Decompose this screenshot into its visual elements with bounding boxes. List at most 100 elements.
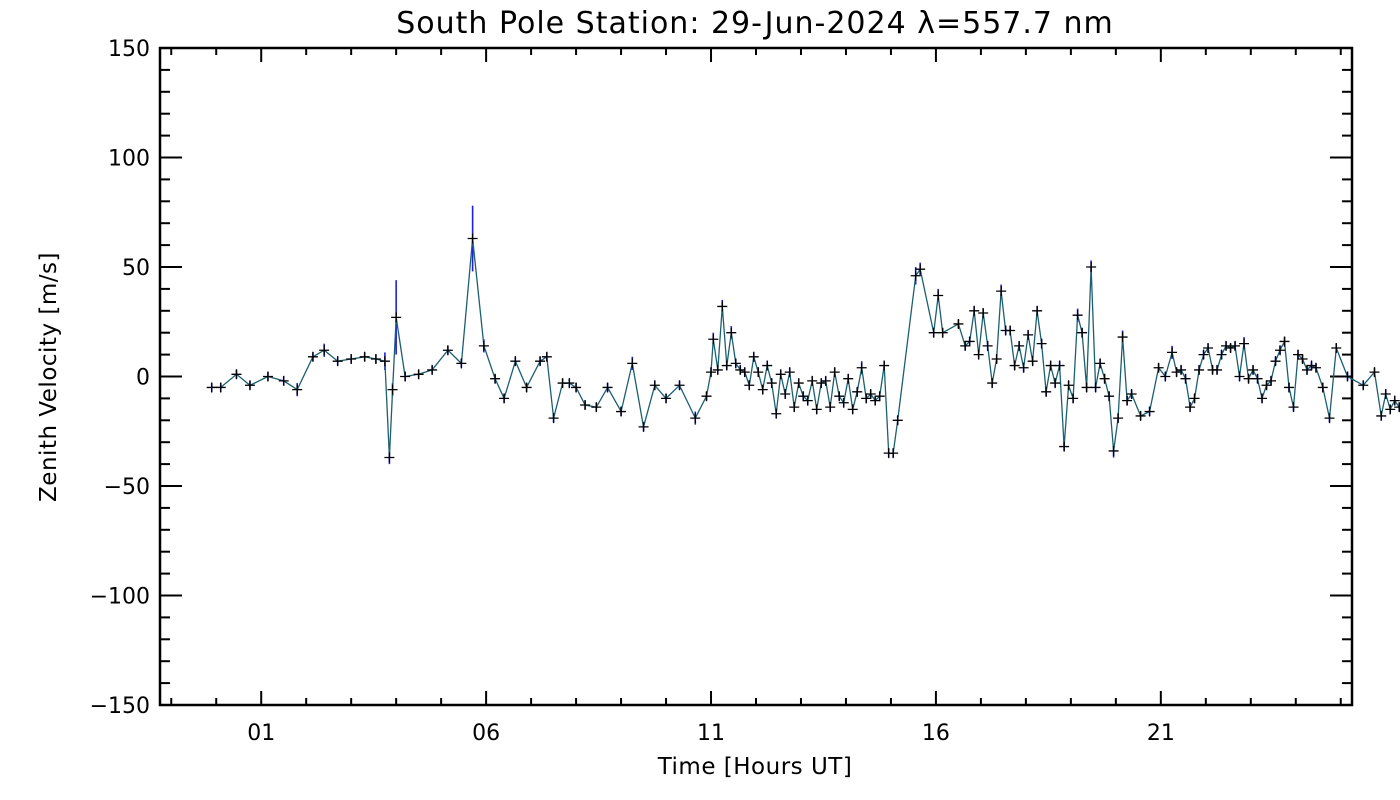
data-point xyxy=(1317,382,1328,393)
data-point xyxy=(1389,395,1400,406)
data-point xyxy=(1135,410,1146,421)
y-tick-label: 50 xyxy=(122,256,150,281)
data-point xyxy=(400,371,411,382)
error-bars xyxy=(210,205,1400,465)
data-point xyxy=(712,364,723,375)
data-point xyxy=(649,380,660,391)
data-point xyxy=(766,378,777,389)
data-point xyxy=(978,307,989,318)
data-point xyxy=(292,384,303,395)
data-point xyxy=(1225,343,1236,354)
data-point xyxy=(1104,391,1115,402)
data-point xyxy=(739,367,750,378)
data-point xyxy=(1081,382,1092,393)
data-point xyxy=(1050,378,1061,389)
data-point xyxy=(964,336,975,347)
data-point xyxy=(1063,380,1074,391)
data-point xyxy=(332,356,343,367)
data-point xyxy=(206,382,217,393)
data-point xyxy=(1180,373,1191,384)
data-point xyxy=(1324,413,1335,424)
data-point xyxy=(1198,349,1209,360)
data-point xyxy=(933,290,944,301)
data-point xyxy=(661,393,672,404)
data-point xyxy=(616,406,627,417)
data-point xyxy=(996,286,1007,297)
data-point xyxy=(982,340,993,351)
data-point xyxy=(706,367,717,378)
data-point xyxy=(1230,340,1241,351)
data-point xyxy=(829,367,840,378)
data-point xyxy=(1380,389,1391,400)
data-point xyxy=(1252,373,1263,384)
data-point xyxy=(391,312,402,323)
data-point xyxy=(865,389,876,400)
y-tick-label: −150 xyxy=(90,694,150,719)
data-point xyxy=(427,364,438,375)
data-point xyxy=(852,386,863,397)
data-point xyxy=(937,327,948,338)
data-point xyxy=(627,358,638,369)
data-point xyxy=(784,367,795,378)
data-point xyxy=(1014,340,1025,351)
data-point xyxy=(1167,347,1178,358)
data-point xyxy=(1144,406,1155,417)
data-point xyxy=(231,369,242,380)
data-point xyxy=(510,356,521,367)
data-point xyxy=(789,402,800,413)
data-point xyxy=(793,378,804,389)
data-point xyxy=(771,408,782,419)
data-point xyxy=(499,393,510,404)
data-point xyxy=(1045,360,1056,371)
y-axis-title: Zenith Velocity [m/s] xyxy=(36,252,62,502)
data-point xyxy=(548,413,559,424)
data-point xyxy=(1284,382,1295,393)
data-point xyxy=(359,351,370,362)
data-point xyxy=(775,369,786,380)
data-point xyxy=(721,360,732,371)
data-point xyxy=(1212,364,1223,375)
data-point xyxy=(1394,402,1400,413)
data-point xyxy=(1153,362,1164,373)
data-point xyxy=(856,362,867,373)
data-point xyxy=(816,378,827,389)
data-point xyxy=(521,382,532,393)
data-point xyxy=(1342,371,1353,382)
data-point xyxy=(874,391,885,402)
y-tick-label: −100 xyxy=(90,585,150,610)
data-point xyxy=(744,380,755,391)
data-point xyxy=(861,393,872,404)
x-tick-label: 21 xyxy=(1147,721,1175,746)
y-axis-ticks: −150 −100 −50 0 50 100 150 xyxy=(90,37,1352,719)
data-point xyxy=(701,391,712,402)
data-point xyxy=(690,413,701,424)
data-point xyxy=(1257,393,1268,404)
x-tick-label: 01 xyxy=(247,721,275,746)
data-point xyxy=(870,395,881,406)
data-point xyxy=(825,402,836,413)
data-point xyxy=(1108,445,1119,456)
data-point xyxy=(1122,395,1133,406)
data-point xyxy=(843,373,854,384)
data-point xyxy=(674,380,685,391)
data-point xyxy=(1086,262,1097,272)
data-point xyxy=(1059,441,1070,452)
data-point xyxy=(1234,371,1245,382)
data-point xyxy=(708,334,719,345)
data-point xyxy=(969,305,980,316)
data-point xyxy=(1194,364,1205,375)
data-point xyxy=(798,391,809,402)
data-point xyxy=(811,404,822,415)
data-point xyxy=(1041,386,1052,397)
data-point xyxy=(1090,382,1101,393)
data-point xyxy=(1171,367,1182,378)
data-point xyxy=(1113,413,1124,424)
data-point xyxy=(638,421,649,432)
data-point xyxy=(1275,345,1286,356)
chart-title: South Pole Station: 29-Jun-2024 λ=557.7 … xyxy=(396,6,1114,41)
data-point xyxy=(1261,380,1272,391)
data-point xyxy=(717,301,728,312)
y-tick-label: −50 xyxy=(104,475,150,500)
data-point xyxy=(1027,356,1038,367)
